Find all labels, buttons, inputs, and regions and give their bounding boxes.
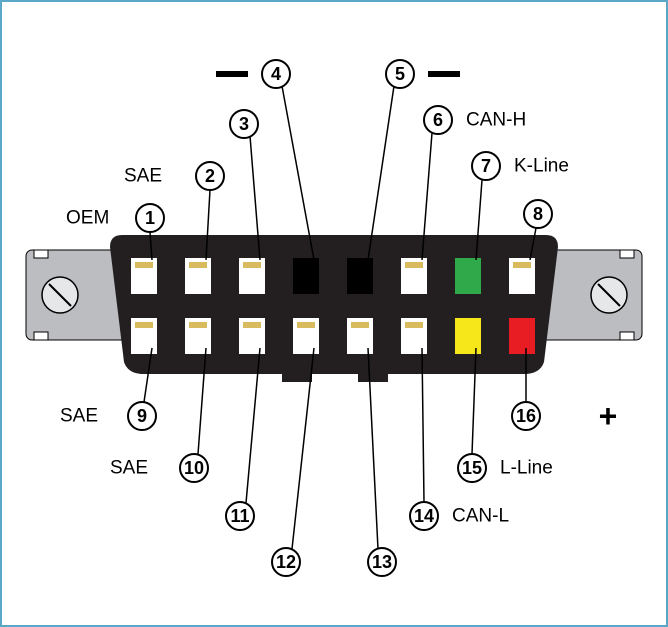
pin-label-1: OEM [66, 208, 109, 229]
pin-contact-2 [189, 262, 207, 268]
pin-label-14: CAN-L [452, 506, 509, 527]
pin-number-9: 9 [137, 406, 147, 426]
pin-number-16: 16 [516, 406, 536, 426]
pin-number-1: 1 [145, 208, 155, 228]
pin-contact-14 [405, 322, 423, 328]
pin-number-13: 13 [372, 552, 392, 572]
pin-well-4 [293, 258, 319, 294]
pin-number-5: 5 [395, 64, 405, 84]
pin-well-16 [509, 318, 535, 354]
pin-number-11: 11 [230, 506, 249, 526]
pin-number-2: 2 [205, 166, 215, 186]
leader-5 [368, 86, 394, 260]
pinout-diagram: 1 OEM 2 SAE 3 4 5 6 CAN-H 7 K-Line 8 9 SAE 10 SAE 11 12 13… [2, 2, 666, 625]
pin-number-7: 7 [481, 156, 491, 176]
pin-contact-13 [351, 322, 369, 328]
pin-well-15 [455, 318, 481, 354]
label-minus-5 [428, 71, 460, 77]
pin-label-6: CAN-H [466, 110, 526, 131]
label-plus: + [599, 398, 618, 434]
pin-well-7 [455, 258, 481, 294]
pin-contact-12 [297, 322, 315, 328]
pin-number-14: 14 [414, 506, 434, 526]
pin-label-9: SAE [60, 406, 98, 427]
pin-label-10: SAE [110, 458, 148, 479]
pin-well-5 [347, 258, 373, 294]
pin-contact-8 [513, 262, 531, 268]
pin-contact-10 [189, 322, 207, 328]
pin-contact-1 [135, 262, 153, 268]
pin-number-8: 8 [533, 204, 543, 224]
pin-label-15: L-Line [500, 458, 553, 479]
pin-contact-9 [135, 322, 153, 328]
pin-contact-6 [405, 262, 423, 268]
pin-number-12: 12 [276, 552, 296, 572]
pin-number-15: 15 [462, 458, 482, 478]
diagram-frame: 1 OEM 2 SAE 3 4 5 6 CAN-H 7 K-Line 8 9 SAE 10 SAE 11 12 13… [0, 0, 668, 627]
pin-number-10: 10 [184, 458, 204, 478]
leader-4 [282, 86, 314, 260]
pin-number-3: 3 [239, 114, 249, 134]
pin-number-4: 4 [271, 64, 281, 84]
pin-label-7: K-Line [514, 156, 569, 177]
pin-label-2: SAE [124, 166, 162, 187]
pin-contact-3 [243, 262, 261, 268]
connector-body [110, 235, 558, 374]
label-minus-4 [216, 71, 248, 77]
pin-contact-11 [243, 322, 261, 328]
pin-number-6: 6 [433, 110, 443, 130]
